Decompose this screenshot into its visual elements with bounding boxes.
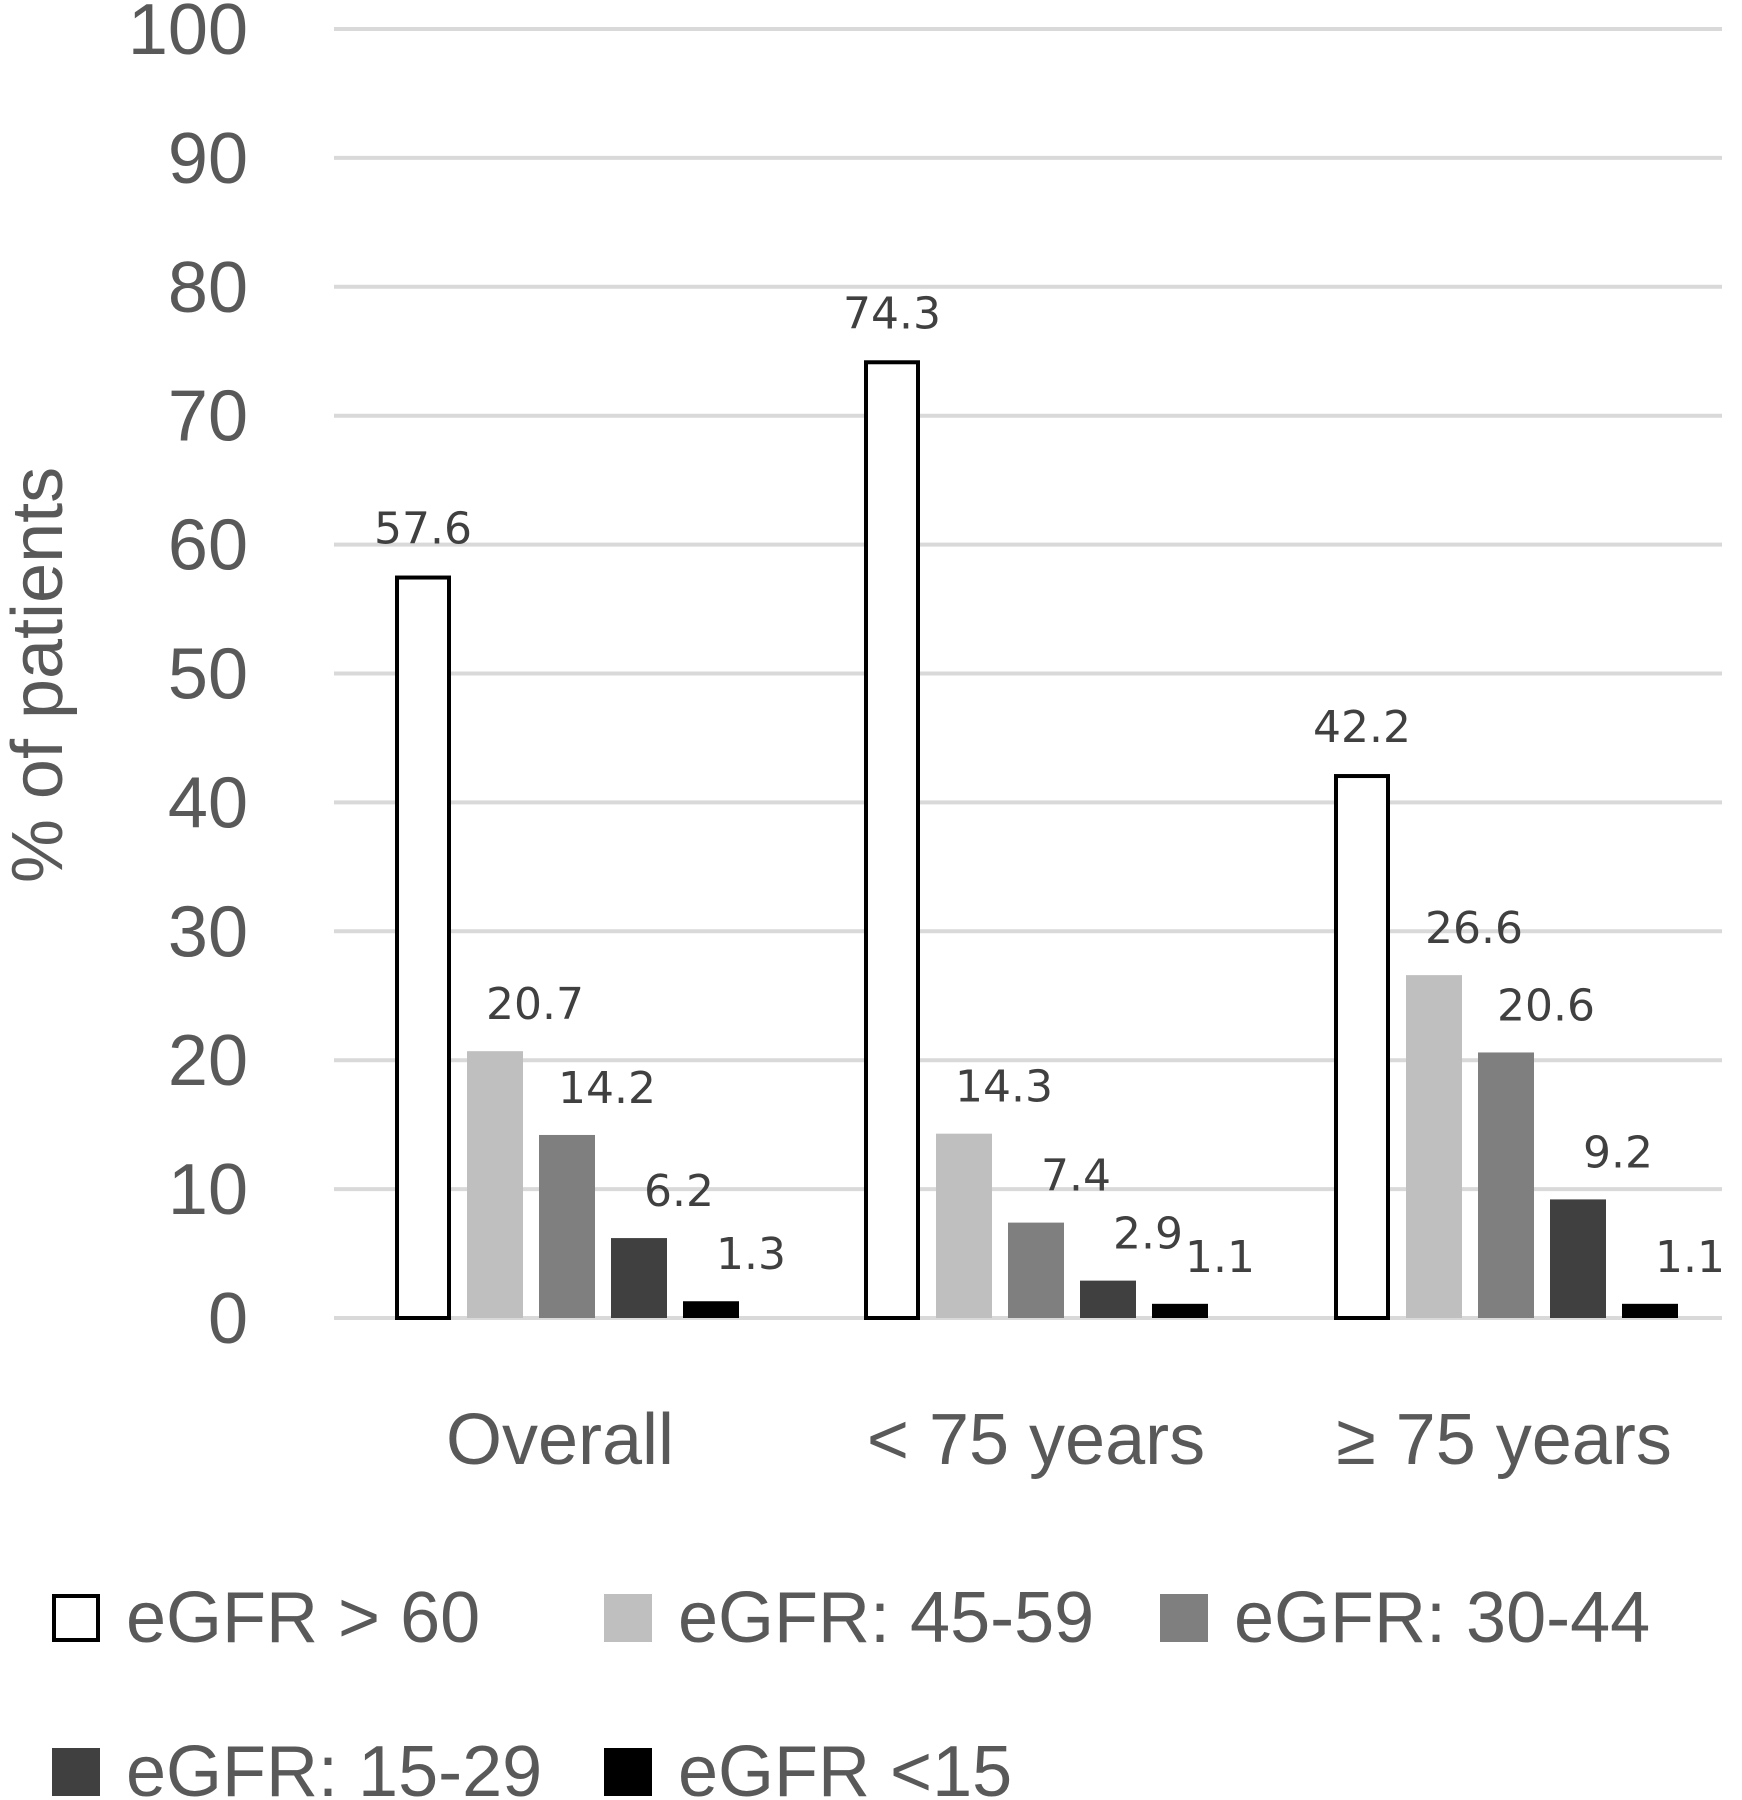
bar <box>1478 1052 1534 1318</box>
data-label: 9.2 <box>1583 1127 1653 1178</box>
legend: eGFR > 60 eGFR: 45-59 eGFR: 30-44 eGFR: 15-… <box>52 1578 1650 1800</box>
y-tick-label: 60 <box>168 506 248 586</box>
bar <box>1334 774 1390 1320</box>
x-category-label: < 75 years <box>867 1400 1205 1480</box>
y-tick-label: 100 <box>128 0 248 70</box>
legend-swatch <box>52 1594 100 1642</box>
data-label: 6.2 <box>644 1166 714 1217</box>
y-tick-label: 0 <box>208 1279 248 1359</box>
data-label: 7.4 <box>1041 1151 1111 1202</box>
legend-swatch <box>52 1748 100 1796</box>
legend-swatch <box>1160 1594 1208 1642</box>
bar <box>395 575 451 1320</box>
bars <box>395 360 1678 1320</box>
data-label: 2.9 <box>1113 1209 1183 1260</box>
legend-label: eGFR <15 <box>678 1732 1012 1800</box>
legend-swatch <box>604 1594 652 1642</box>
y-tick-label: 70 <box>168 377 248 457</box>
bar <box>1406 975 1462 1318</box>
y-tick-label: 30 <box>168 892 248 972</box>
legend-label: eGFR: 15-29 <box>126 1732 542 1800</box>
data-label: 1.1 <box>1185 1232 1255 1283</box>
data-label: 14.3 <box>955 1062 1053 1113</box>
bar <box>539 1134 595 1318</box>
y-axis-tick-labels: 0 10 20 30 40 50 60 70 80 90 100 <box>128 0 248 1359</box>
y-axis-title: % of patients <box>0 467 78 883</box>
data-labels: 57.620.714.26.21.374.314.37.42.9 1.142.22… <box>374 288 1725 1283</box>
bar <box>1622 1303 1678 1318</box>
legend-label: eGFR: 30-44 <box>1234 1578 1650 1658</box>
y-tick-label: 50 <box>168 635 248 715</box>
y-tick-label: 90 <box>168 119 248 199</box>
y-tick-label: 20 <box>168 1021 248 1101</box>
y-tick-label: 80 <box>168 248 248 328</box>
bar <box>864 360 920 1320</box>
data-label: 1.1 <box>1655 1232 1725 1283</box>
data-label: 26.6 <box>1425 903 1523 954</box>
bar <box>936 1133 992 1318</box>
data-label: 74.3 <box>843 288 941 339</box>
legend-label: eGFR: 45-59 <box>678 1578 1094 1658</box>
bar <box>683 1301 739 1318</box>
y-tick-label: 10 <box>168 1150 248 1230</box>
bar <box>611 1238 667 1318</box>
bar <box>1152 1303 1208 1318</box>
bar <box>1080 1280 1136 1318</box>
data-label: 20.7 <box>486 979 584 1030</box>
legend-swatch <box>604 1748 652 1796</box>
data-label: 42.2 <box>1313 702 1411 753</box>
y-tick-label: 40 <box>168 763 248 843</box>
legend-label: eGFR > 60 <box>126 1578 480 1658</box>
bar <box>467 1051 523 1318</box>
x-category-label: Overall <box>446 1400 674 1480</box>
data-label: 14.2 <box>558 1063 656 1114</box>
bar <box>1550 1199 1606 1318</box>
x-category-label: ≥ 75 years <box>1336 1400 1672 1480</box>
data-label: 1.3 <box>716 1229 786 1280</box>
x-axis-category-labels: Overall < 75 years ≥ 75 years <box>446 1400 1672 1480</box>
data-label: 20.6 <box>1497 980 1595 1031</box>
data-label: 57.6 <box>374 504 472 555</box>
bar <box>1008 1222 1064 1318</box>
